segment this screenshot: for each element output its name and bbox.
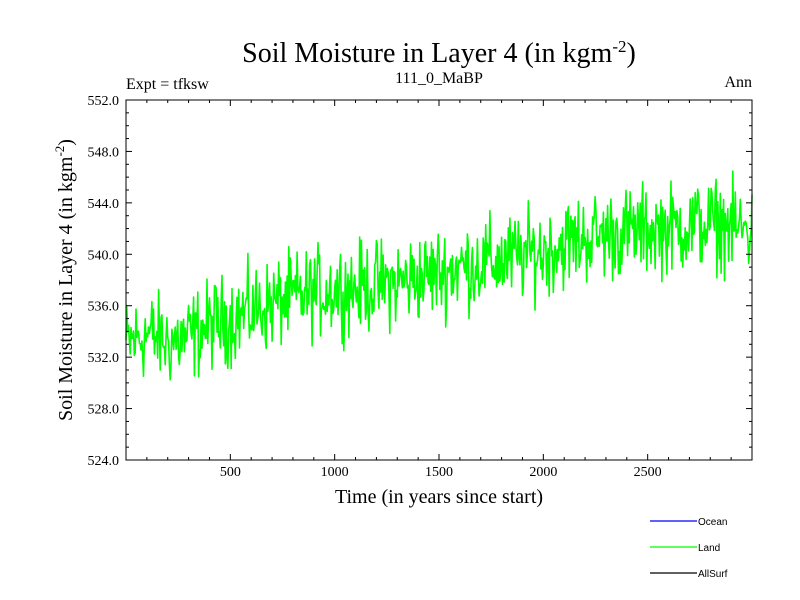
y-tick-label: 552.0 (88, 94, 120, 109)
legend-label-allsurf: AllSurf (698, 569, 728, 580)
series-line-land (125, 170, 753, 381)
period-label: 111_0_MaBP (395, 70, 483, 87)
y-tick-label: 536.0 (88, 300, 120, 315)
chart-title: Soil Moisture in Layer 4 (in kgm-2) (242, 37, 636, 69)
season-label: Ann (724, 74, 752, 91)
y-tick-label: 540.0 (88, 248, 120, 263)
x-tick-label: 1500 (425, 465, 453, 480)
y-axis: 524.0 528.0 532.0 536.0 540.0 544.0 548.0 552.0 (88, 94, 752, 469)
x-tick-label: 1000 (321, 465, 349, 480)
x-axis-title: Time (in years since start) (335, 486, 543, 508)
y-tick-label: 548.0 (88, 145, 120, 160)
y-tick-label: 528.0 (88, 403, 120, 418)
legend: Ocean Land AllSurf (650, 517, 728, 580)
x-tick-label: 2500 (634, 465, 662, 480)
y-tick-label: 544.0 (88, 197, 120, 212)
x-tick-label: 500 (220, 465, 241, 480)
x-axis: 500 1000 1500 2000 2500 (146, 100, 732, 480)
series-group (125, 170, 753, 381)
legend-label-land: Land (698, 543, 720, 554)
experiment-label: Expt = tfksw (126, 76, 209, 93)
y-tick-label: 524.0 (88, 454, 120, 469)
x-tick-label: 2000 (529, 465, 557, 480)
legend-label-ocean: Ocean (698, 517, 727, 528)
y-tick-label: 532.0 (88, 351, 120, 366)
y-axis-title: Soil Moisture in Layer 4 (in kgm-2) (52, 139, 77, 421)
